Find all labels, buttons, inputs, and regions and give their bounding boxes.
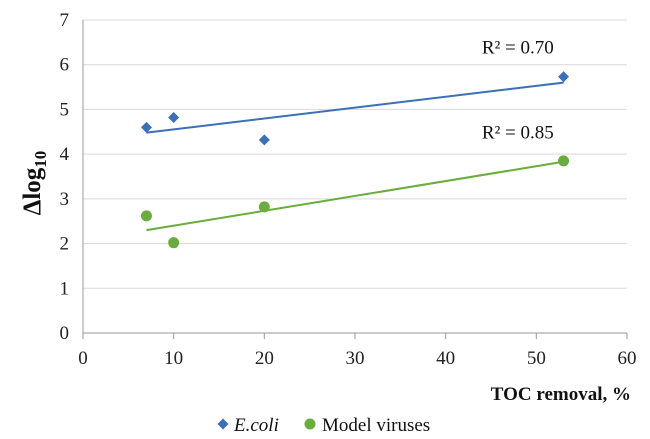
trendlines xyxy=(146,81,564,232)
x-tick-label-40: 40 xyxy=(436,348,455,369)
data-point-e-coli-0 xyxy=(140,121,152,133)
y-tick-label-6: 6 xyxy=(60,55,70,76)
data-point-e-coli-3 xyxy=(558,71,570,83)
data-point-model-viruses-3 xyxy=(558,155,570,167)
grid-lines xyxy=(83,19,627,289)
y-tick-label-2: 2 xyxy=(60,234,70,255)
data-point-model-viruses-0 xyxy=(140,210,152,222)
trendline-model-viruses xyxy=(146,160,564,232)
y-tick-label-0: 0 xyxy=(60,323,70,344)
data-point-e-coli-1 xyxy=(168,111,180,123)
data-point-model-viruses-2 xyxy=(258,201,270,213)
x-tick-label-10: 10 xyxy=(164,348,183,369)
x-tick-label-20: 20 xyxy=(255,348,274,369)
trendline-e-coli xyxy=(146,81,564,134)
y-tick-label-4: 4 xyxy=(60,144,70,165)
legend-marker-model-viruses xyxy=(304,418,316,430)
legend-label-ecoli: E.coli xyxy=(233,415,279,436)
data-point-model-viruses-1 xyxy=(168,237,180,249)
x-tick-label-0: 0 xyxy=(78,348,88,369)
data-point-e-coli-2 xyxy=(258,134,270,146)
x-tick-label-30: 30 xyxy=(346,348,365,369)
x-tick-labels: 0 10 20 30 40 50 60 xyxy=(78,348,636,369)
r2-label-model-viruses: R² = 0.85 xyxy=(482,122,554,143)
y-axis-label-main: Δlog xyxy=(19,167,46,215)
legend: E.coli Model viruses xyxy=(217,415,430,436)
legend-label-model-viruses: Model viruses xyxy=(322,415,430,436)
x-tick-label-60: 60 xyxy=(618,348,637,369)
r2-labels: R² = 0.70 R² = 0.85 xyxy=(482,38,554,144)
y-tick-labels: 0 1 2 3 4 5 6 7 xyxy=(60,10,70,344)
y-tick-label-7: 7 xyxy=(60,10,70,31)
y-axis-label: Δlog10 xyxy=(19,151,50,216)
y-tick-label-5: 5 xyxy=(60,99,70,120)
y-tick-label-3: 3 xyxy=(60,189,70,210)
x-tick-label-50: 50 xyxy=(527,348,546,369)
y-tick-label-1: 1 xyxy=(60,278,70,299)
x-axis-label: TOC removal, % xyxy=(491,384,631,405)
r2-label-e-coli: R² = 0.70 xyxy=(482,38,554,59)
y-axis-label-subscript: 10 xyxy=(31,151,50,168)
data-points xyxy=(140,71,570,249)
axes xyxy=(82,20,628,339)
legend-marker-ecoli xyxy=(217,418,229,430)
